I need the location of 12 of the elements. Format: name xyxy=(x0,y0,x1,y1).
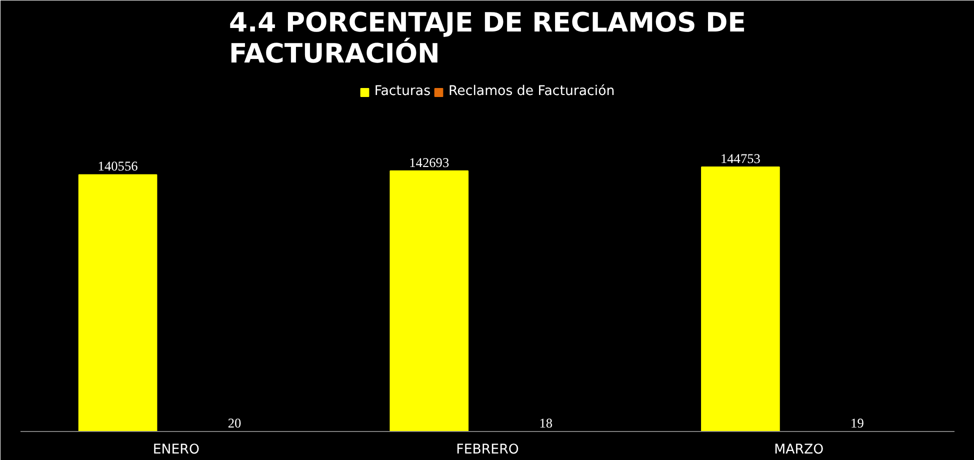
x-tick-label: MARZO xyxy=(774,442,824,458)
data-label: 18 xyxy=(539,415,553,430)
chart-title: 4.4 PORCENTAJE DE RECLAMOS DE FACTURACIÓN xyxy=(229,8,746,70)
data-label: 140556 xyxy=(98,158,138,174)
x-tick-label: ENERO xyxy=(152,442,200,458)
data-label: 20 xyxy=(228,415,242,430)
data-label: 19 xyxy=(850,415,864,430)
data-label: 144753 xyxy=(720,151,761,166)
legend-label: Reclamos de Facturación xyxy=(448,84,615,99)
x-tick-label: FEBRERO xyxy=(456,442,519,458)
data-label: 142693 xyxy=(409,154,450,170)
legend-label: Facturas xyxy=(374,84,431,99)
